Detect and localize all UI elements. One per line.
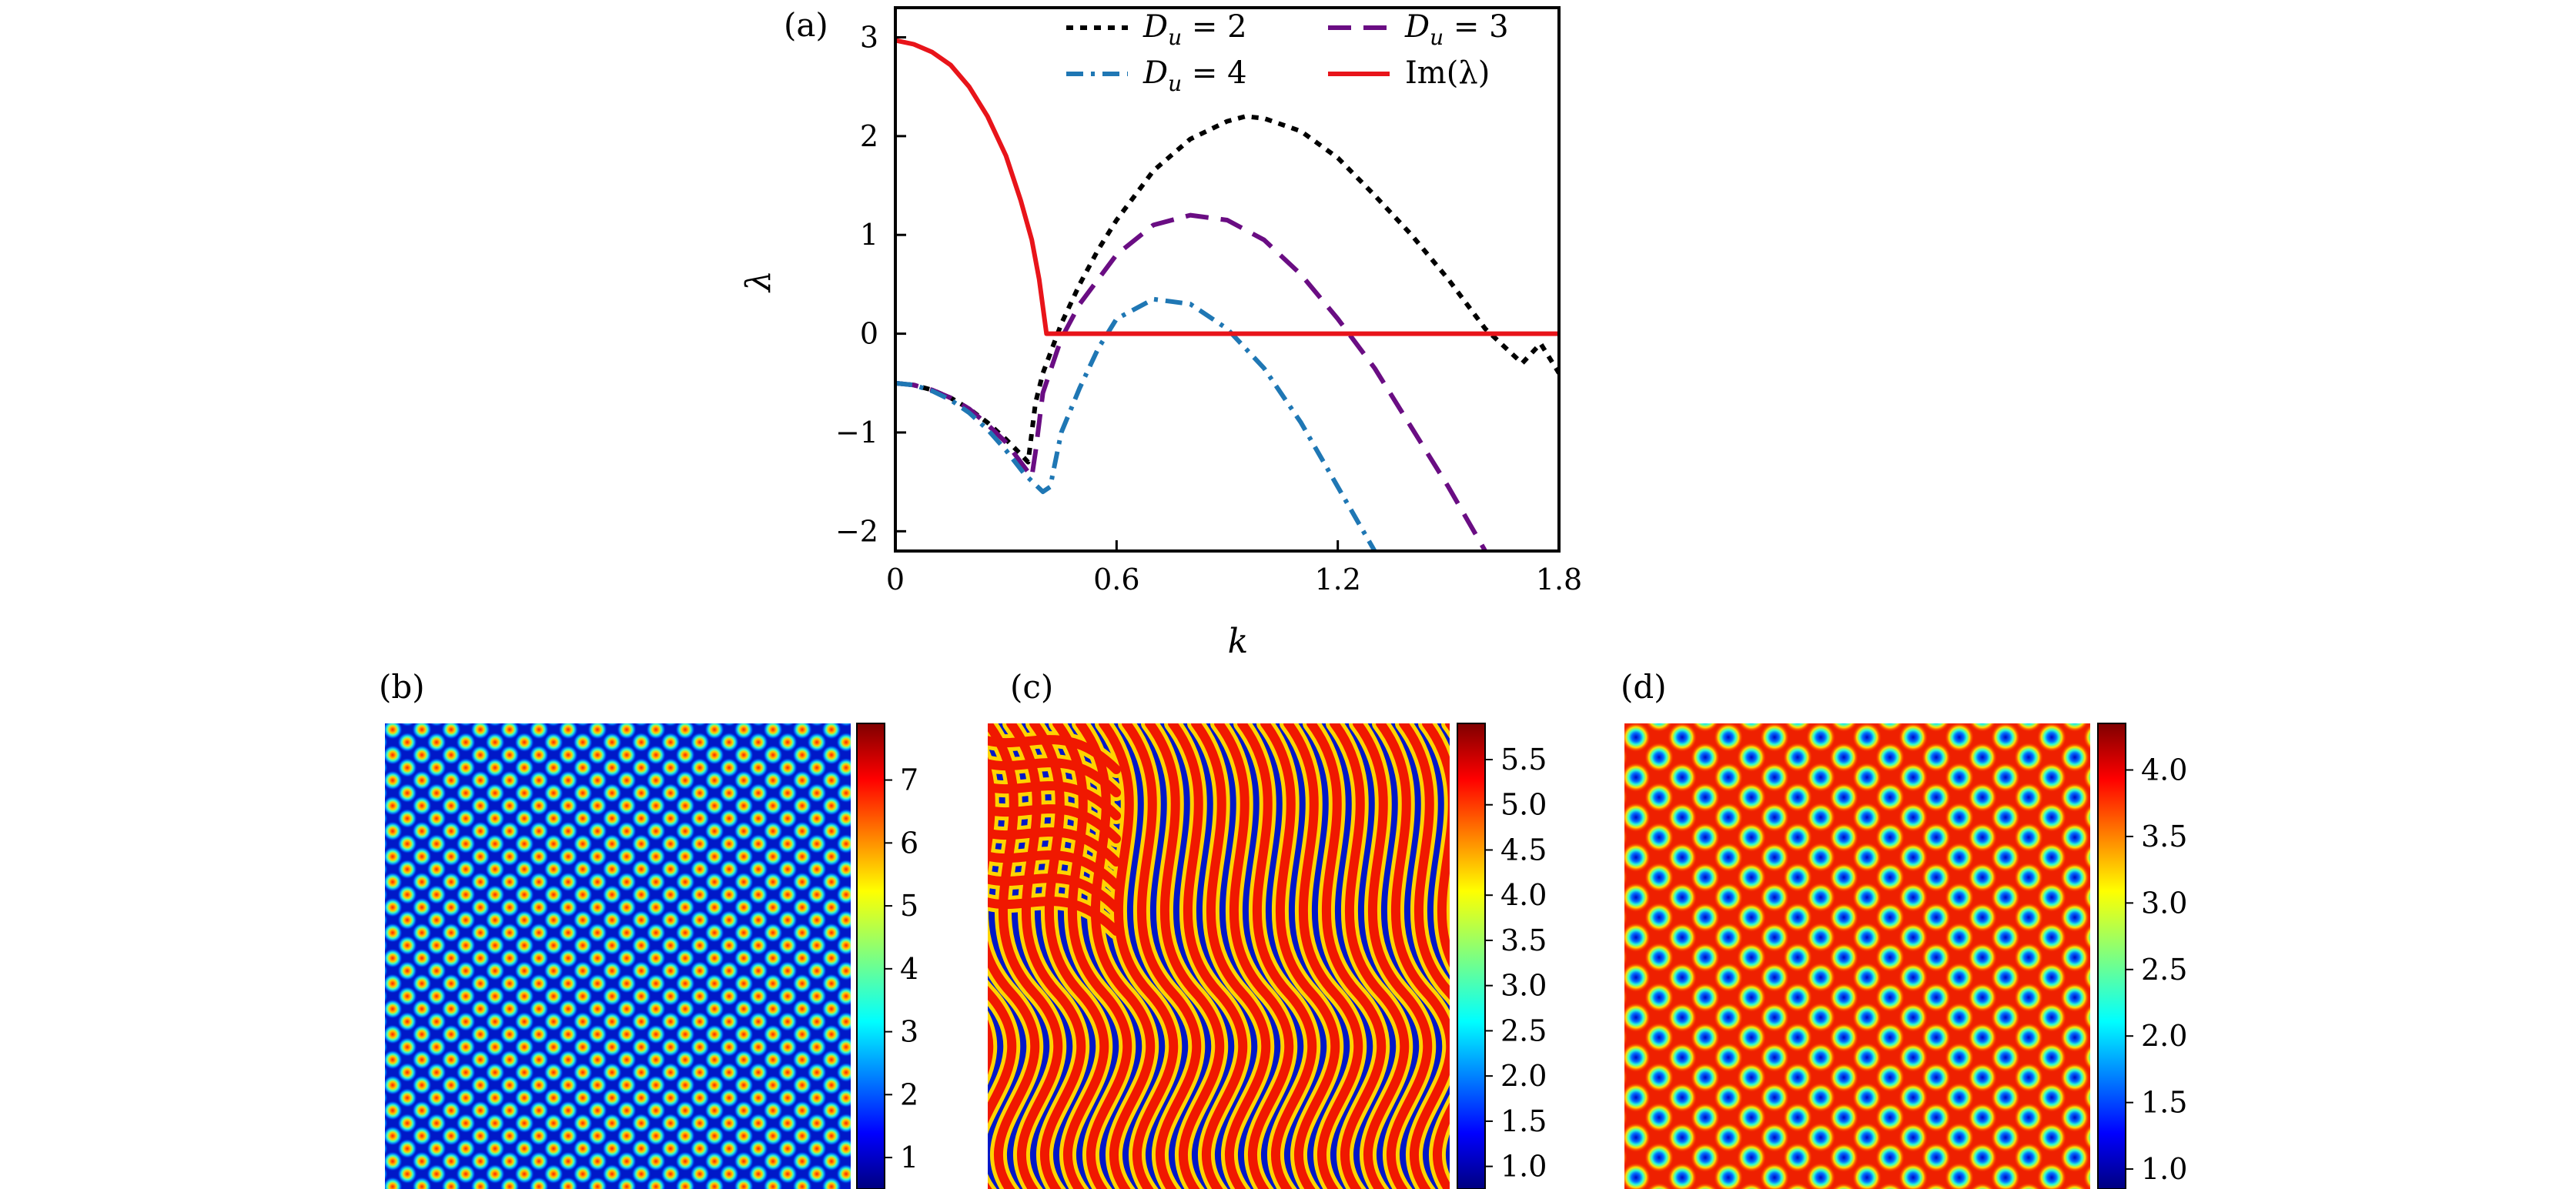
stripe-core: [1399, 723, 1450, 1189]
y-tick-label: 1: [860, 218, 878, 252]
colorbar-tick-label: 3.0: [2141, 886, 2187, 920]
series-line-3: [895, 38, 1559, 336]
stripe-core: [1353, 723, 1433, 1189]
colorbar-tick-label: 5.0: [1500, 788, 1547, 822]
stripe-core: [988, 758, 1121, 797]
colorbar-tick-label: 2: [900, 1077, 918, 1111]
stripe-core: [988, 735, 1121, 774]
colorbar-tick-label: 1.0: [1500, 1150, 1547, 1184]
stripe-core: [1542, 723, 1612, 1189]
heatmap-b: [385, 723, 851, 1189]
stripe-core: [1214, 723, 1294, 1189]
y-axis-label: λ: [739, 270, 778, 293]
stripe-halo: [988, 1010, 998, 1086]
stripe-core: [1099, 723, 1179, 1189]
stripe-core: [988, 1020, 994, 1075]
colorbar-tick-label: 4: [900, 952, 918, 986]
stripe-core: [988, 804, 1121, 843]
colorbar-tick-label: 7: [900, 763, 918, 797]
heatmap-d: [1624, 723, 2090, 1189]
x-tick-label: 0.6: [1093, 563, 1139, 596]
x-tick-label: 0: [886, 563, 905, 596]
colorbar-tick-label: 5: [900, 889, 918, 923]
stripe-core: [988, 827, 1121, 867]
x-tick-label: 1.2: [1314, 563, 1360, 596]
legend: Du = 2 Du = 3 Du = 4 Im(λ): [1066, 9, 1509, 96]
stripe-core: [988, 850, 1121, 890]
colorbar-c: [1457, 723, 1486, 1189]
plot-a-frame: [894, 6, 1561, 553]
y-tick-label: −1: [835, 416, 878, 449]
colorbar-tick-label: 3: [900, 1015, 918, 1049]
stripe-core: [1168, 723, 1248, 1189]
stripe-core: [1191, 723, 1271, 1189]
x-axis-label: k: [1228, 622, 1249, 661]
stripe-core: [1237, 723, 1317, 1189]
colorbar-b: [856, 723, 885, 1189]
colorbar-tick-label: 6: [900, 826, 918, 860]
panel-c: 1.0 1.5 2.0 2.5 3.0 3.5 4.0 4.5 5.0 5.5: [988, 723, 1612, 1189]
legend-label-1: Du = 3: [1404, 9, 1509, 50]
y-tick-label: 2: [860, 119, 878, 153]
stripe-core: [1330, 723, 1410, 1189]
legend-label-2: Du = 4: [1142, 55, 1247, 96]
colorbar-tick-label: 1.5: [1500, 1104, 1547, 1138]
stripe-core: [1260, 723, 1340, 1189]
colorbar-tick-label: 5.5: [1500, 743, 1547, 777]
panel-label-d: (d): [1621, 668, 1667, 706]
panel-label-a: (a): [784, 6, 828, 44]
panel-b: 1 2 3 4 5 6 7: [385, 723, 918, 1189]
legend-label-0: Du = 2: [1142, 9, 1247, 50]
x-tick-label: 1.8: [1536, 563, 1582, 596]
stripe-core: [1376, 723, 1450, 1189]
y-tick-label: −2: [835, 514, 878, 548]
colorbar-tick-label: 1.5: [2141, 1086, 2187, 1120]
colorbar-tick-label: 2.0: [1500, 1059, 1547, 1093]
stripe-halo: [1542, 723, 1612, 1189]
stripe-core: [1122, 723, 1202, 1189]
colorbar-tick-label: 3.5: [2141, 820, 2187, 853]
panel-label-b: (b): [379, 668, 425, 706]
colorbar-tick-label: 1: [900, 1141, 918, 1174]
stripe-core: [1145, 723, 1225, 1189]
colorbar-tick-label: 2.5: [1500, 1014, 1547, 1047]
legend-label-3: Im(λ): [1405, 55, 1490, 91]
colorbar-d: [2097, 723, 2126, 1189]
series-line-0: [895, 114, 1559, 465]
stripe-core: [988, 781, 1121, 820]
y-tick-label: 3: [860, 21, 878, 55]
colorbar-tick-label: 2.0: [2141, 1019, 2187, 1053]
stripe-core: [988, 897, 1121, 936]
stripe-core: [1283, 723, 1363, 1189]
colorbar-tick-label: 3.5: [1500, 923, 1547, 957]
colorbar-tick-label: 3.0: [1500, 969, 1547, 1003]
series-line-2: [895, 296, 1377, 551]
stripe-core: [988, 873, 1121, 913]
colorbar-tick-label: 2.5: [2141, 953, 2187, 987]
colorbar-tick-label: 4.0: [2141, 753, 2187, 787]
stripe-core: [1306, 723, 1387, 1189]
colorbar-tick-label: 4.0: [1500, 878, 1547, 912]
panel-label-c: (c): [1010, 668, 1054, 706]
colorbar-tick-label: 4.5: [1500, 833, 1547, 867]
series-line-1: [895, 212, 1487, 551]
colorbar-tick-label: 1.0: [2141, 1152, 2187, 1186]
y-tick-label: 0: [860, 317, 878, 351]
panel-d: 1.0 1.5 2.0 2.5 3.0 3.5 4.0: [1624, 723, 2187, 1189]
